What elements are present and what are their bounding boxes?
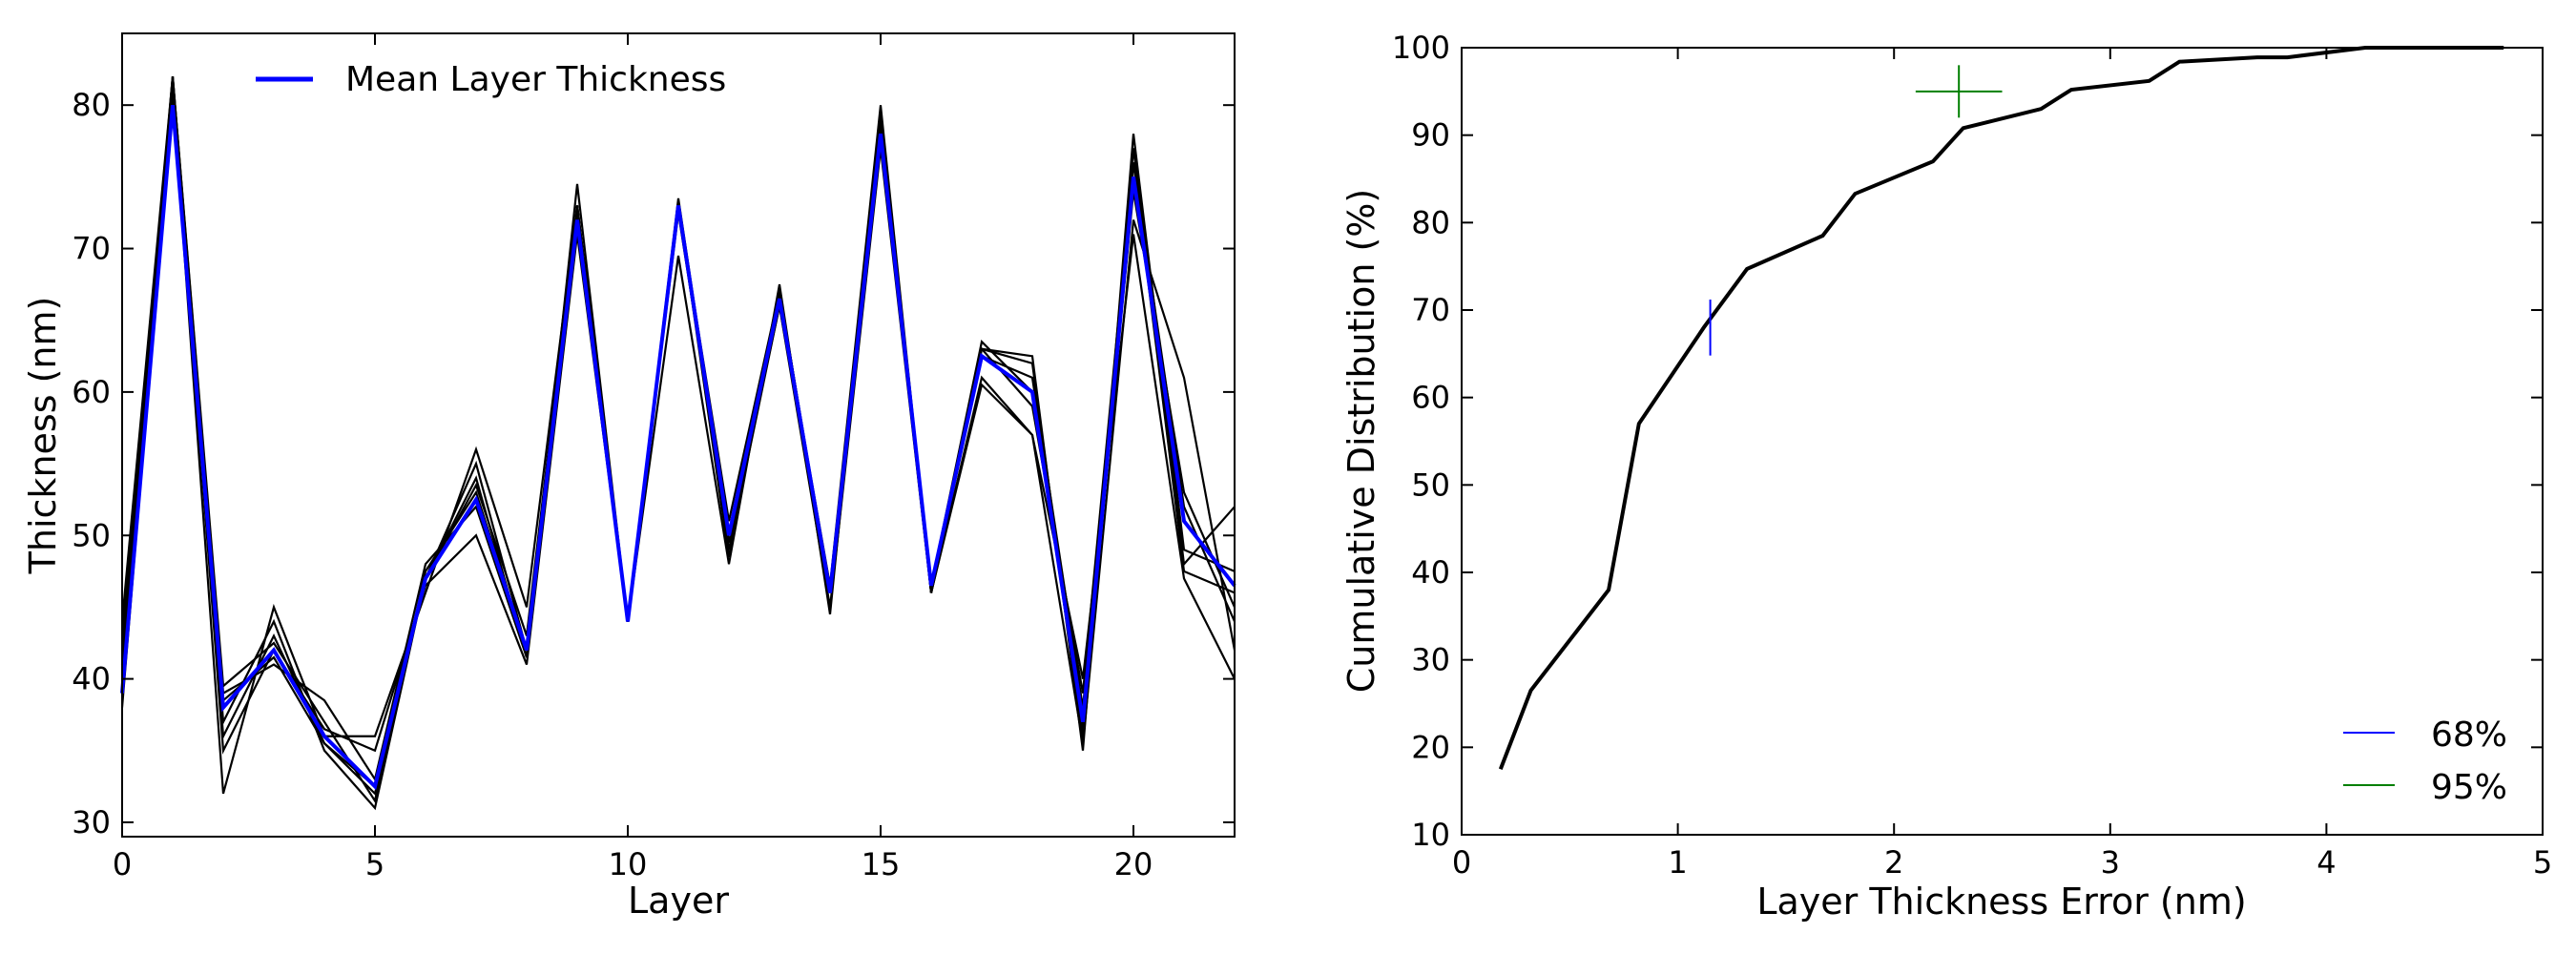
right-x-tick-label: 4	[2316, 844, 2336, 881]
sample-line	[120, 76, 1236, 804]
right-ticks: 0 1 2 3 4 5 10 20 30 40 50 60 70 80 90 100	[1392, 30, 2552, 881]
left-ticks: 0 5 10 15 20 30 40 50 60 70 80	[72, 33, 1235, 882]
right-y-tick-label: 10	[1411, 817, 1450, 853]
left-mean-line	[120, 105, 1236, 791]
right-x-axis-label: Layer Thickness Error (nm)	[1756, 881, 2246, 923]
left-sample-lines	[120, 76, 1236, 811]
right-plot-area: 0 1 2 3 4 5 10 20 30 40 50 60 70 80 90 100	[1392, 30, 2552, 881]
right-x-tick-label: 2	[1884, 844, 1903, 881]
right-x-tick-label: 0	[1452, 844, 1471, 881]
cumulative-distribution-line	[1498, 46, 2504, 770]
right-legend: 68% 95%	[2343, 716, 2507, 807]
legend-68-label: 68%	[2431, 716, 2507, 755]
sample-line	[120, 91, 1236, 797]
right-y-tick-label: 90	[1411, 117, 1450, 154]
right-x-tick-label: 5	[2533, 844, 2552, 881]
left-y-tick-label: 40	[72, 661, 111, 697]
sample-line	[120, 76, 1236, 782]
left-x-tick-label: 5	[365, 846, 384, 882]
left-y-tick-label: 60	[72, 374, 111, 410]
right-y-tick-label: 100	[1392, 30, 1450, 66]
left-y-tick-label: 30	[72, 804, 111, 840]
left-legend: Mean Layer Thickness	[256, 60, 726, 99]
left-x-tick-label: 20	[1114, 846, 1153, 882]
left-chart: 0 5 10 15 20 30 40 50 60 70 80 Mean Layer Thicknes…	[22, 32, 1236, 922]
sample-line	[120, 83, 1236, 811]
right-y-tick-label: 40	[1411, 554, 1450, 591]
left-x-tick-label: 10	[609, 846, 648, 882]
left-x-tick-label: 15	[862, 846, 901, 882]
right-y-tick-label: 20	[1411, 729, 1450, 765]
right-cdf-line	[1498, 46, 2504, 770]
left-y-tick-label: 70	[72, 231, 111, 267]
left-y-tick-label: 80	[72, 87, 111, 123]
legend-95-label: 95%	[2431, 768, 2507, 807]
right-chart: 0 1 2 3 4 5 10 20 30 40 50 60 70 80 90 100 68% 95% Laye…	[1340, 30, 2552, 923]
right-y-tick-label: 60	[1411, 380, 1450, 416]
right-y-axis-label: Cumulative Distribution (%)	[1340, 189, 1382, 694]
left-x-tick-label: 0	[113, 846, 132, 882]
right-axes-frame	[1461, 47, 2544, 836]
legend-mean-label: Mean Layer Thickness	[345, 60, 726, 99]
sample-line	[120, 76, 1236, 789]
mean-layer-thickness-line	[120, 105, 1236, 791]
right-y-tick-label: 30	[1411, 642, 1450, 678]
right-x-tick-label: 1	[1668, 844, 1687, 881]
right-y-tick-label: 50	[1411, 467, 1450, 503]
left-y-tick-label: 50	[72, 517, 111, 553]
right-x-tick-label: 3	[2101, 844, 2120, 881]
right-y-tick-label: 80	[1411, 204, 1450, 240]
left-y-axis-label: Thickness (nm)	[22, 297, 64, 575]
right-markers	[1709, 65, 2003, 356]
left-plot-area: 0 5 10 15 20 30 40 50 60 70 80	[72, 32, 1236, 882]
left-axes-frame	[121, 32, 1236, 838]
right-y-tick-label: 70	[1411, 292, 1450, 328]
sample-line	[120, 91, 1236, 795]
left-x-axis-label: Layer	[628, 880, 729, 922]
